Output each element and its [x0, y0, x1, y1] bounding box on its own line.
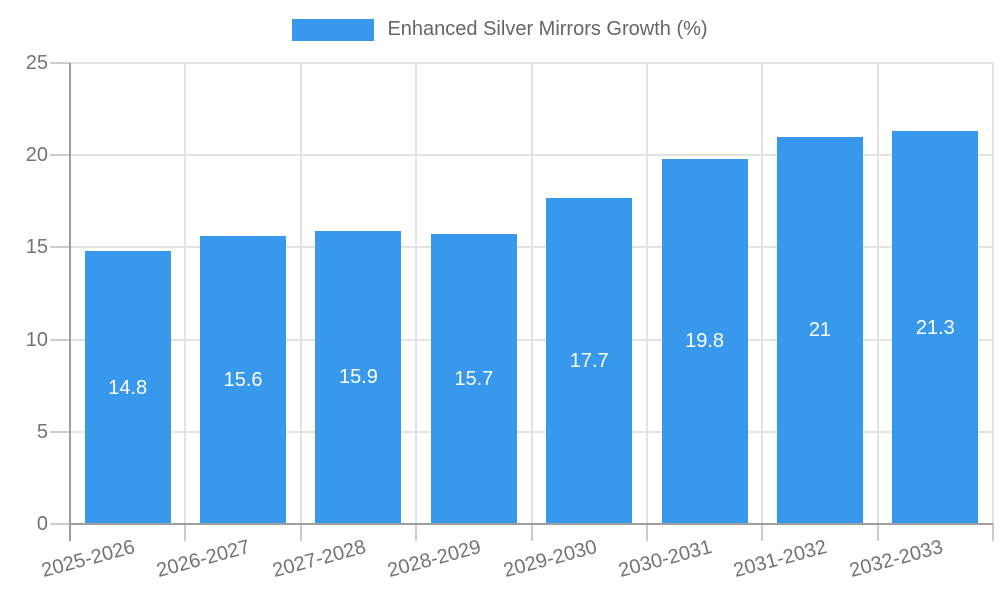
y-tick-label: 15 [25, 236, 48, 259]
x-tick-label: 2028-2029 [385, 536, 484, 583]
bar[interactable] [546, 197, 633, 524]
x-axis-tick [415, 524, 418, 541]
bar-value-label: 21 [808, 319, 832, 342]
x-axis-tick [761, 524, 764, 541]
bar[interactable] [661, 158, 748, 524]
x-axis-tick [645, 524, 648, 541]
x-gridline [415, 63, 418, 524]
legend-swatch [292, 18, 375, 41]
bar-value-label: 15.7 [454, 368, 494, 391]
bar-value-label: 15.9 [338, 366, 378, 389]
x-gridline [299, 63, 302, 524]
bar[interactable] [776, 136, 863, 524]
x-axis-tick [876, 524, 879, 541]
y-tick-label: 0 [36, 513, 48, 535]
bar[interactable] [315, 230, 402, 524]
legend-label: Enhanced Silver Mirrors Growth (%) [387, 18, 708, 40]
y-axis-tick [50, 62, 70, 64]
x-axis-tick [184, 524, 187, 541]
bar-value-label: 15.6 [223, 369, 263, 392]
x-gridline [761, 63, 764, 524]
x-gridline [184, 63, 187, 524]
x-tick-label: 2031-2032 [731, 536, 830, 583]
legend[interactable]: Enhanced Silver Mirrors Growth (%) [0, 18, 1000, 41]
bar[interactable] [200, 236, 287, 524]
bar[interactable] [430, 234, 517, 524]
y-tick-label: 25 [25, 52, 48, 74]
x-axis-line [69, 523, 993, 525]
x-axis-tick [530, 524, 533, 541]
x-tick-label: 2030-2031 [616, 536, 715, 583]
bar[interactable] [84, 251, 171, 524]
y-axis-tick [50, 154, 70, 157]
bar-value-label: 14.8 [108, 376, 148, 399]
x-axis-tick [299, 524, 302, 541]
bar-value-label: 21.3 [915, 316, 955, 339]
y-axis-tick [50, 338, 70, 341]
x-tick-label: 2027-2028 [270, 536, 369, 583]
y-tick-label: 10 [25, 328, 48, 351]
x-tick-label: 2025-2026 [39, 536, 138, 583]
y-tick-label: 5 [36, 420, 48, 443]
x-tick-label: 2032-2033 [846, 536, 946, 583]
y-axis-tick [50, 246, 70, 249]
x-gridline [992, 63, 994, 524]
x-gridline [876, 63, 879, 524]
bar-value-label: 17.7 [569, 349, 609, 372]
bar-value-label: 19.8 [685, 330, 725, 353]
x-tick-label: 2026-2027 [154, 536, 253, 583]
x-gridline [645, 63, 648, 524]
y-axis-tick [50, 523, 70, 525]
bar[interactable] [892, 131, 979, 524]
y-tick-label: 20 [25, 144, 48, 167]
x-gridline [530, 63, 533, 524]
y-axis-tick [50, 430, 70, 433]
x-tick-label: 2029-2030 [500, 536, 599, 583]
x-axis-tick [992, 524, 994, 541]
y-axis-line [69, 63, 71, 541]
